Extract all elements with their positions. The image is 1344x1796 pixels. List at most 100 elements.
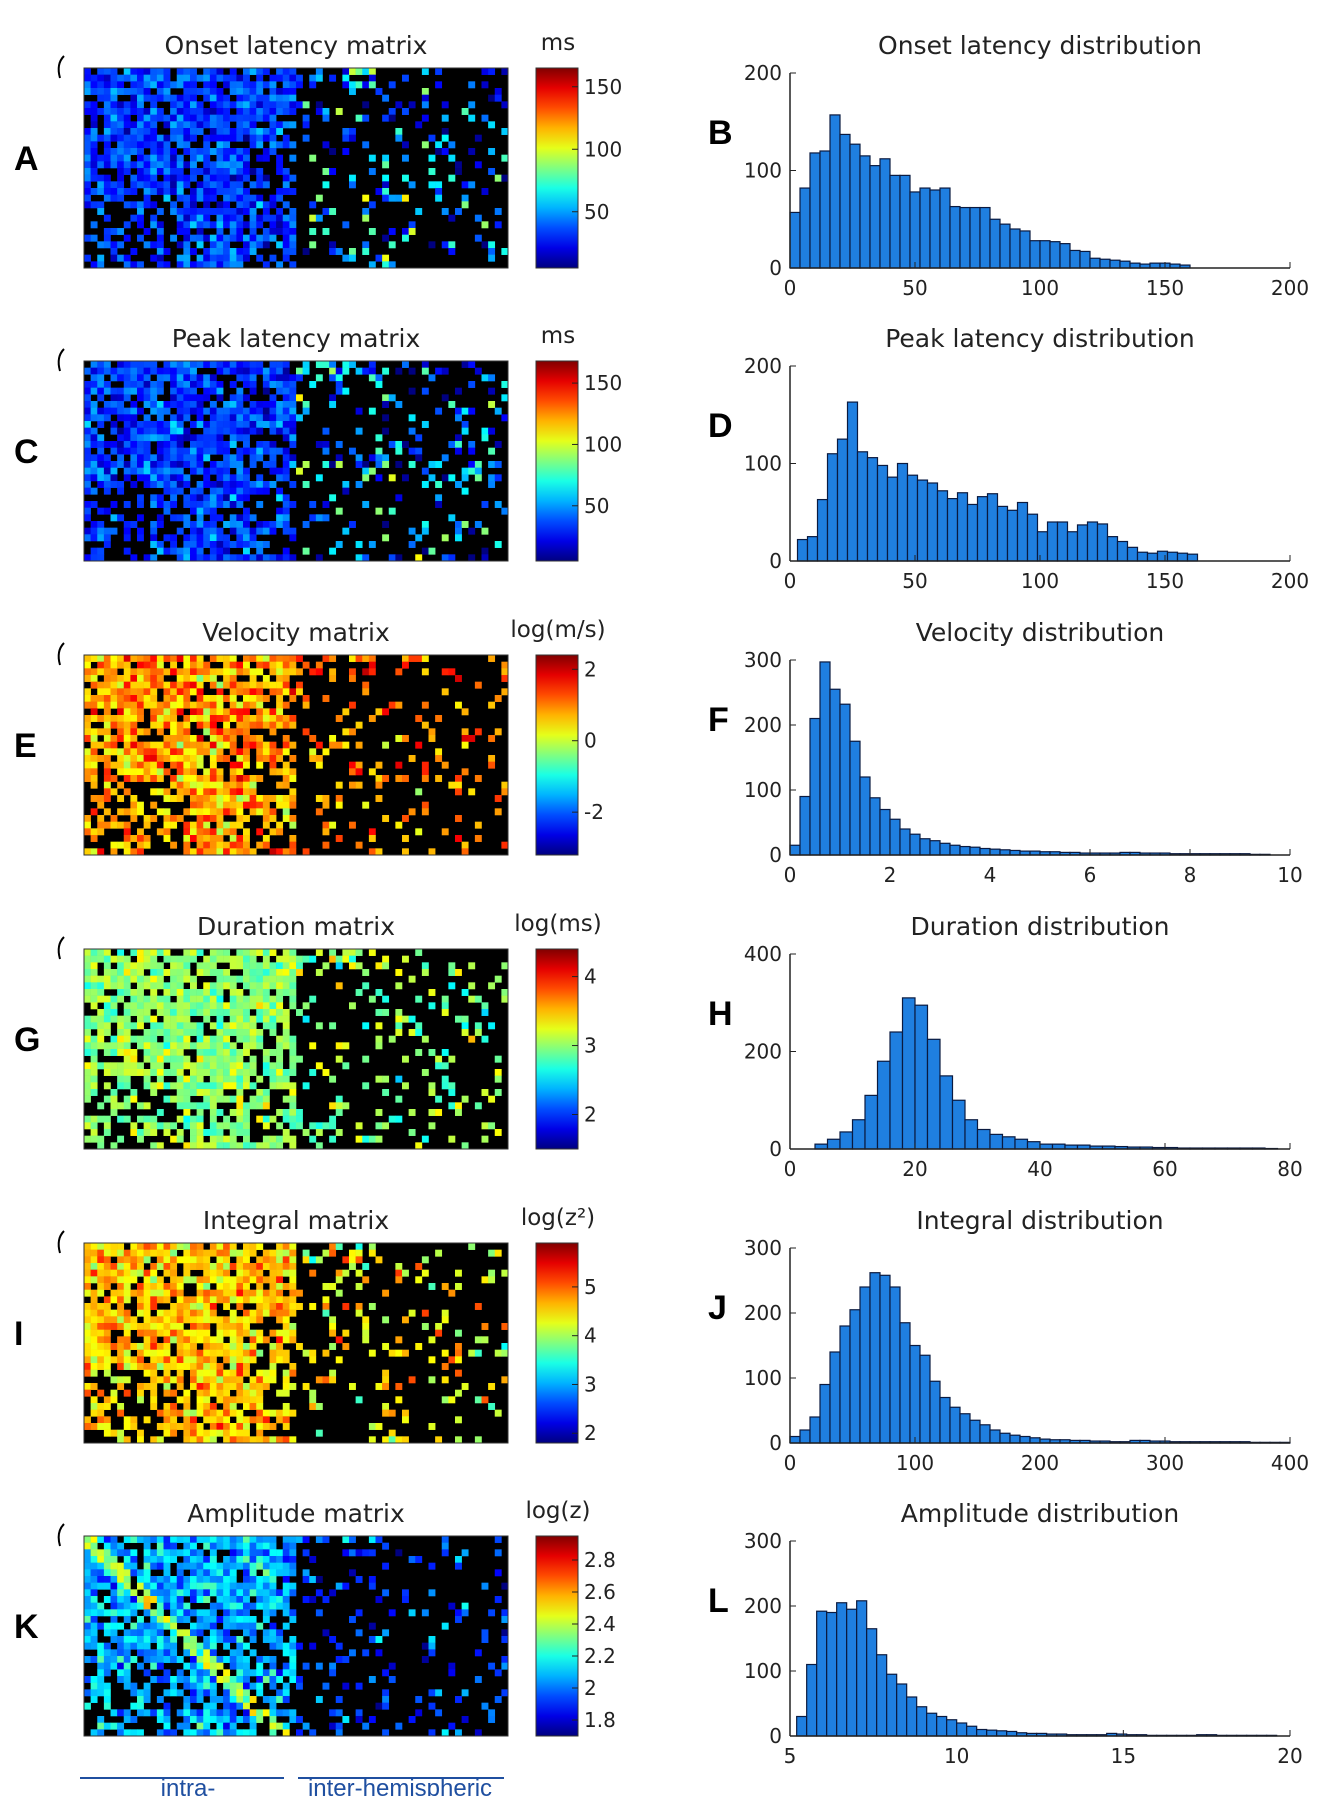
matrix-cell <box>435 775 443 782</box>
matrix-cell <box>388 507 396 515</box>
matrix-cell <box>156 655 164 662</box>
matrix-cell <box>130 1022 138 1030</box>
matrix-cell <box>474 1303 482 1310</box>
matrix-cell <box>302 955 310 963</box>
matrix-cell <box>196 1549 204 1557</box>
matrix-cell <box>223 708 231 716</box>
matrix-cell <box>117 1542 125 1550</box>
matrix-cell <box>84 514 91 522</box>
matrix-cell <box>203 481 211 488</box>
matrix-cell <box>249 134 257 142</box>
matrix-cell <box>309 381 317 388</box>
matrix-cell <box>170 668 178 676</box>
matrix-cell <box>150 741 158 749</box>
histogram-bar <box>1086 521 1099 562</box>
matrix-cell <box>183 949 191 956</box>
matrix-cell <box>256 427 264 435</box>
matrix-cell <box>163 154 171 162</box>
matrix-cell <box>402 848 409 856</box>
matrix-cell <box>223 214 231 222</box>
matrix-cell <box>170 148 178 155</box>
matrix-cell <box>262 995 270 1003</box>
matrix-cell <box>163 695 171 702</box>
matrix-cell <box>137 121 144 129</box>
matrix-cell <box>349 174 356 182</box>
matrix-cell <box>103 741 111 749</box>
colorbar <box>535 360 579 562</box>
matrix-cell <box>156 108 164 115</box>
matrix-cell <box>289 394 297 402</box>
matrix-cell <box>156 1542 164 1550</box>
matrix-cell <box>130 94 138 102</box>
matrix-cell <box>249 367 257 375</box>
matrix-cell <box>322 114 330 122</box>
matrix-cell <box>156 148 164 155</box>
matrix-cell <box>123 975 131 983</box>
matrix-cell <box>137 441 144 448</box>
matrix-cell <box>209 467 217 475</box>
matrix-cell <box>289 1549 297 1557</box>
matrix-cell <box>117 735 125 742</box>
matrix-cell <box>150 1316 158 1324</box>
matrix-cell <box>223 221 231 229</box>
matrix-cell <box>137 841 144 849</box>
matrix-cell <box>269 421 277 428</box>
matrix-cell <box>203 715 211 722</box>
matrix-cell <box>143 1363 151 1370</box>
matrix-cell <box>335 461 343 468</box>
matrix-cell <box>282 715 290 722</box>
matrix-cell <box>256 1389 264 1397</box>
matrix-cell <box>209 407 217 415</box>
matrix-cell <box>130 728 138 736</box>
matrix-cell <box>163 982 171 990</box>
matrix-cell <box>209 1109 217 1116</box>
matrix-cell <box>481 374 489 382</box>
matrix-cell <box>150 1142 158 1150</box>
matrix-cell <box>289 414 297 422</box>
matrix-cell <box>315 1142 323 1150</box>
matrix-cell <box>236 1423 244 1430</box>
matrix-cell <box>97 715 105 722</box>
matrix-cell <box>223 975 231 983</box>
matrix-cell <box>143 1329 151 1337</box>
matrix-cell <box>123 715 131 722</box>
matrix-cell <box>289 1409 297 1417</box>
matrix-cell <box>243 94 250 102</box>
colorbar-tick-label: -2 <box>584 800 604 824</box>
matrix-cell <box>183 728 191 736</box>
matrix-cell <box>110 1102 118 1110</box>
matrix-cell <box>223 134 231 142</box>
matrix-cell <box>143 761 151 769</box>
matrix-cell <box>368 828 376 836</box>
matrix-cell <box>123 414 131 422</box>
matrix-cell <box>455 168 462 175</box>
matrix-cell <box>402 1269 409 1277</box>
matrix-cell <box>143 241 151 249</box>
matrix-cell <box>90 1336 98 1344</box>
matrix-cell <box>117 1075 125 1083</box>
matrix-cell <box>289 788 297 796</box>
matrix-cell <box>501 841 509 849</box>
matrix-cell <box>209 1536 217 1543</box>
matrix-cell <box>110 735 118 742</box>
matrix-cell <box>117 81 125 89</box>
matrix-cell <box>236 848 244 856</box>
matrix-cell <box>375 88 383 95</box>
matrix-cell <box>262 661 270 669</box>
matrix-cell <box>236 1102 244 1110</box>
matrix-cell <box>150 501 158 508</box>
matrix-cell <box>203 1363 211 1370</box>
matrix-cell <box>276 1122 284 1130</box>
matrix-cell <box>170 708 178 716</box>
matrix-cell <box>216 1082 224 1090</box>
matrix-cell <box>150 434 158 442</box>
matrix-cell <box>170 775 178 782</box>
matrix-cell <box>243 1015 250 1023</box>
matrix-cell <box>84 969 91 976</box>
matrix-cell <box>296 668 303 676</box>
matrix-cell <box>262 81 270 89</box>
histogram-bar <box>969 206 981 269</box>
matrix-cell <box>90 1549 98 1557</box>
matrix-cell <box>103 1249 111 1257</box>
